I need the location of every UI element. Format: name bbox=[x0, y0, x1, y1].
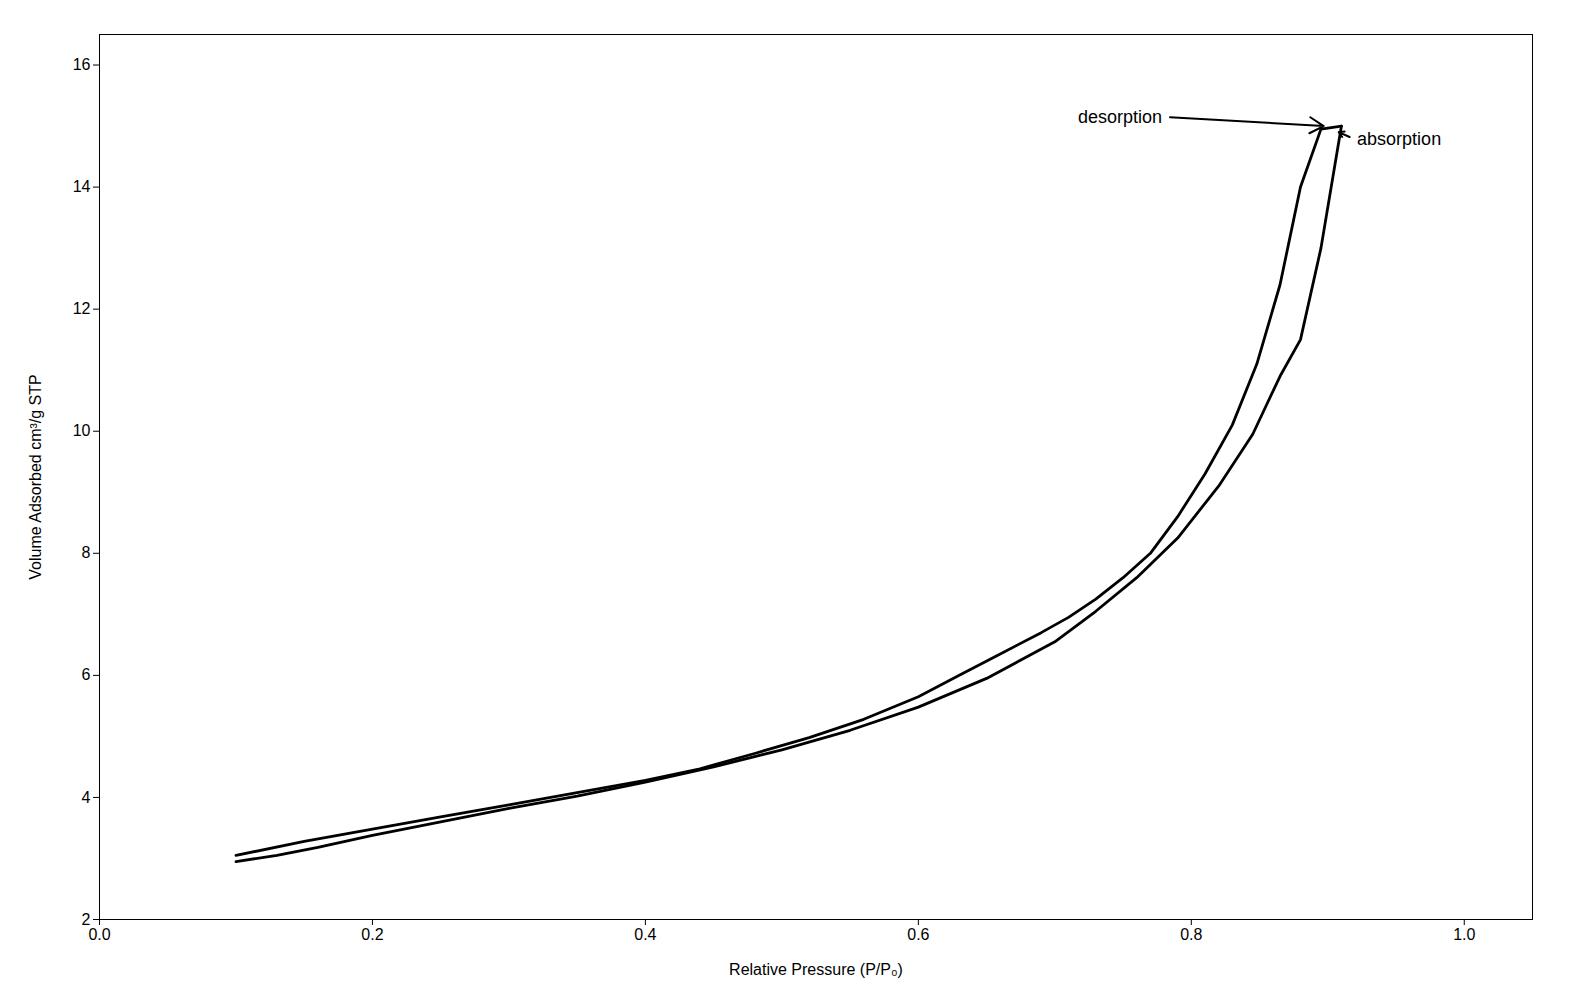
svg-text:0.4: 0.4 bbox=[634, 926, 656, 943]
svg-text:0.2: 0.2 bbox=[361, 926, 383, 943]
svg-text:4: 4 bbox=[82, 789, 91, 806]
svg-text:2: 2 bbox=[81, 910, 91, 928]
svg-text:8: 8 bbox=[82, 544, 91, 561]
svg-text:Volume Adsorbed cm³/g STP: Volume Adsorbed cm³/g STP bbox=[27, 374, 44, 579]
svg-text:16: 16 bbox=[73, 56, 91, 73]
svg-text:10: 10 bbox=[73, 422, 91, 439]
svg-text:6: 6 bbox=[82, 666, 91, 683]
svg-text:0.0: 0.0 bbox=[88, 926, 110, 943]
svg-text:absorption: absorption bbox=[1357, 129, 1441, 149]
svg-text:1.0: 1.0 bbox=[1453, 926, 1475, 943]
svg-text:14: 14 bbox=[73, 178, 91, 195]
svg-text:0.8: 0.8 bbox=[1180, 926, 1202, 943]
svg-text:desorption: desorption bbox=[1078, 107, 1162, 127]
svg-text:0.6: 0.6 bbox=[907, 926, 929, 943]
svg-text:12: 12 bbox=[73, 300, 91, 317]
svg-text:Relative Pressure (P/P₀): Relative Pressure (P/P₀) bbox=[729, 961, 903, 978]
